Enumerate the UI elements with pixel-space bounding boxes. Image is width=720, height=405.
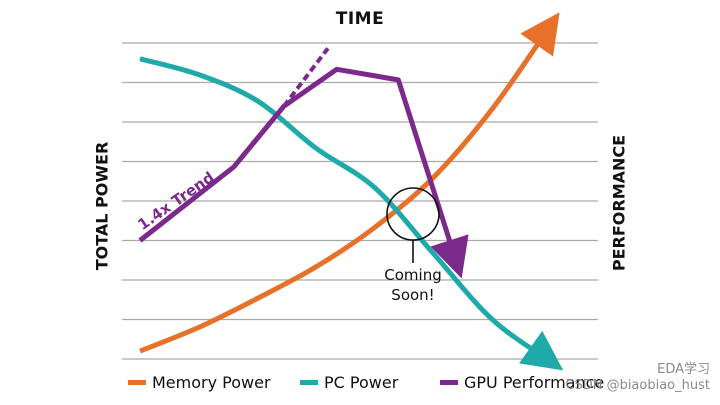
legend-label-memory-power: Memory Power (152, 372, 271, 392)
legend-swatch-gpu-performance (440, 379, 458, 385)
series-layer (138, 12, 564, 371)
y-axis-label-left: TOTAL POWER (92, 141, 112, 271)
callout-line-1: Coming (384, 266, 442, 284)
series-line-pc-power (139, 56, 564, 371)
coming-soon-callout: Coming Soon! (373, 265, 453, 305)
legend-item-memory-power: Memory Power (128, 370, 271, 394)
watermark-line-1: EDA学习 (657, 362, 710, 377)
legend-label-pc-power: PC Power (324, 372, 399, 392)
y-axis-label-right: PERFORMANCE (609, 134, 629, 272)
series-line-1-4x-trend (282, 47, 330, 108)
legend-label-gpu-performance: GPU Performance (464, 372, 605, 392)
legend-item-pc-power: PC Power (300, 370, 398, 394)
legend: Memory Power PC Power GPU Performance (0, 370, 720, 394)
chart-title: TIME (335, 9, 385, 29)
callout-line-2: Soon! (391, 286, 435, 304)
legend-item-gpu-performance: GPU Performance (440, 370, 604, 394)
series-line-memory-power (139, 12, 560, 354)
legend-swatch-memory-power (128, 379, 146, 385)
series-line-gpu-performance (138, 66, 469, 279)
legend-swatch-pc-power (300, 379, 318, 385)
watermark-line-2: CSDN @biaobiao_hust (565, 378, 710, 393)
